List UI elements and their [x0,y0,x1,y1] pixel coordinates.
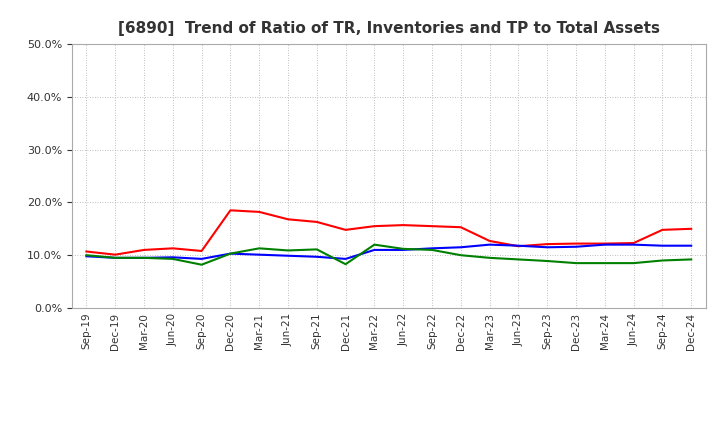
Trade Payables [168,256,177,261]
Trade Payables [312,247,321,252]
Inventories [140,255,148,260]
Trade Receivables [370,224,379,229]
Trade Payables [82,253,91,258]
Inventories [111,255,120,260]
Trade Receivables [255,209,264,215]
Inventories [514,243,523,248]
Trade Receivables [658,227,667,232]
Inventories [255,252,264,257]
Trade Payables [140,255,148,260]
Trade Payables [399,246,408,252]
Trade Payables [226,251,235,256]
Trade Receivables [514,244,523,249]
Trade Payables [687,257,696,262]
Trade Payables [111,255,120,260]
Trade Receivables [82,249,91,254]
Trade Receivables [629,240,638,246]
Trade Receivables [168,246,177,251]
Trade Receivables [600,241,609,246]
Inventories [658,243,667,248]
Inventories [226,251,235,256]
Trade Payables [600,260,609,266]
Line: Trade Receivables: Trade Receivables [86,210,691,255]
Trade Payables [456,253,465,258]
Trade Receivables [572,241,580,246]
Trade Receivables [543,242,552,247]
Trade Receivables [284,216,292,222]
Trade Payables [428,247,436,253]
Inventories [456,245,465,250]
Trade Receivables [197,248,206,253]
Inventories [284,253,292,258]
Trade Receivables [456,224,465,230]
Inventories [485,242,494,247]
Inventories [312,254,321,260]
Inventories [572,244,580,249]
Inventories [168,255,177,260]
Trade Receivables [341,227,350,232]
Trade Receivables [399,223,408,228]
Trade Receivables [485,238,494,244]
Trade Payables [284,248,292,253]
Trade Receivables [428,224,436,229]
Trade Payables [485,255,494,260]
Trade Receivables [111,252,120,257]
Inventories [399,247,408,253]
Trade Payables [370,242,379,247]
Trade Payables [572,260,580,266]
Trade Receivables [687,226,696,231]
Trade Receivables [312,219,321,224]
Inventories [600,242,609,247]
Inventories [341,256,350,261]
Inventories [428,246,436,251]
Trade Payables [197,262,206,268]
Trade Payables [543,258,552,264]
Trade Payables [514,257,523,262]
Line: Inventories: Inventories [86,245,691,259]
Trade Payables [341,261,350,267]
Trade Payables [629,260,638,266]
Inventories [687,243,696,248]
Inventories [629,242,638,247]
Inventories [197,256,206,261]
Trade Receivables [226,208,235,213]
Title: [6890]  Trend of Ratio of TR, Inventories and TP to Total Assets: [6890] Trend of Ratio of TR, Inventories… [118,21,660,36]
Trade Payables [658,258,667,263]
Inventories [82,253,91,259]
Trade Receivables [140,247,148,253]
Line: Trade Payables: Trade Payables [86,245,691,265]
Trade Payables [255,246,264,251]
Inventories [370,247,379,253]
Inventories [543,245,552,250]
